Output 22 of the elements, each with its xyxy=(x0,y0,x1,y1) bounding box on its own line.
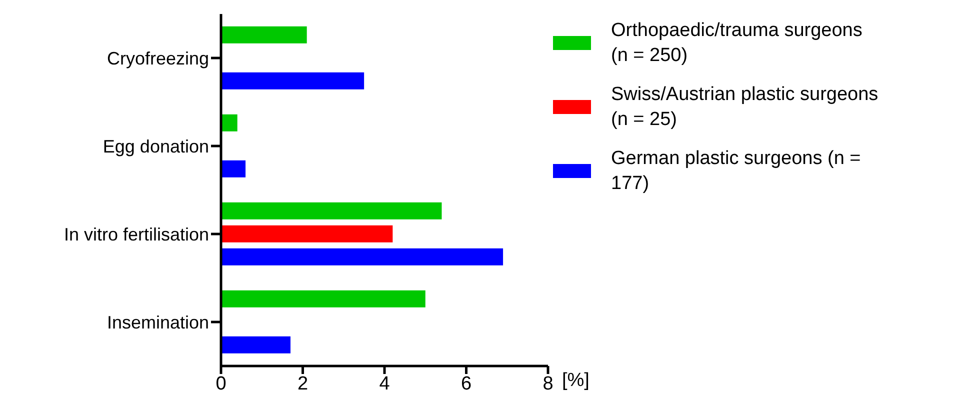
bar xyxy=(221,248,504,266)
legend-label: Orthopaedic/trauma surgeons (n = 250) xyxy=(611,19,864,68)
bar xyxy=(221,114,238,132)
y-tick-label: Egg donation xyxy=(102,136,209,156)
x-tick-label: 4 xyxy=(379,373,390,394)
y-tick-label: Insemination xyxy=(106,312,209,332)
legend-label: German plastic surgeons (n = 177) xyxy=(611,147,862,196)
bar xyxy=(221,290,426,308)
x-axis-title: [%] xyxy=(562,370,590,392)
x-tick-label: 0 xyxy=(216,373,226,394)
bar xyxy=(221,160,246,178)
x-tick-label: 2 xyxy=(297,373,308,394)
legend-label: Swiss/Austrian plastic surgeons (n = 25) xyxy=(611,83,880,132)
x-tick-label: 6 xyxy=(460,373,472,394)
y-tick-label: In vitro fertilisation xyxy=(64,224,209,244)
bar xyxy=(221,225,393,242)
bar xyxy=(221,202,442,220)
bar xyxy=(221,336,290,354)
bar xyxy=(221,26,307,44)
x-tick-label: 8 xyxy=(542,373,554,394)
y-tick-label: Cryofreezing xyxy=(106,48,209,68)
bar xyxy=(221,72,364,90)
